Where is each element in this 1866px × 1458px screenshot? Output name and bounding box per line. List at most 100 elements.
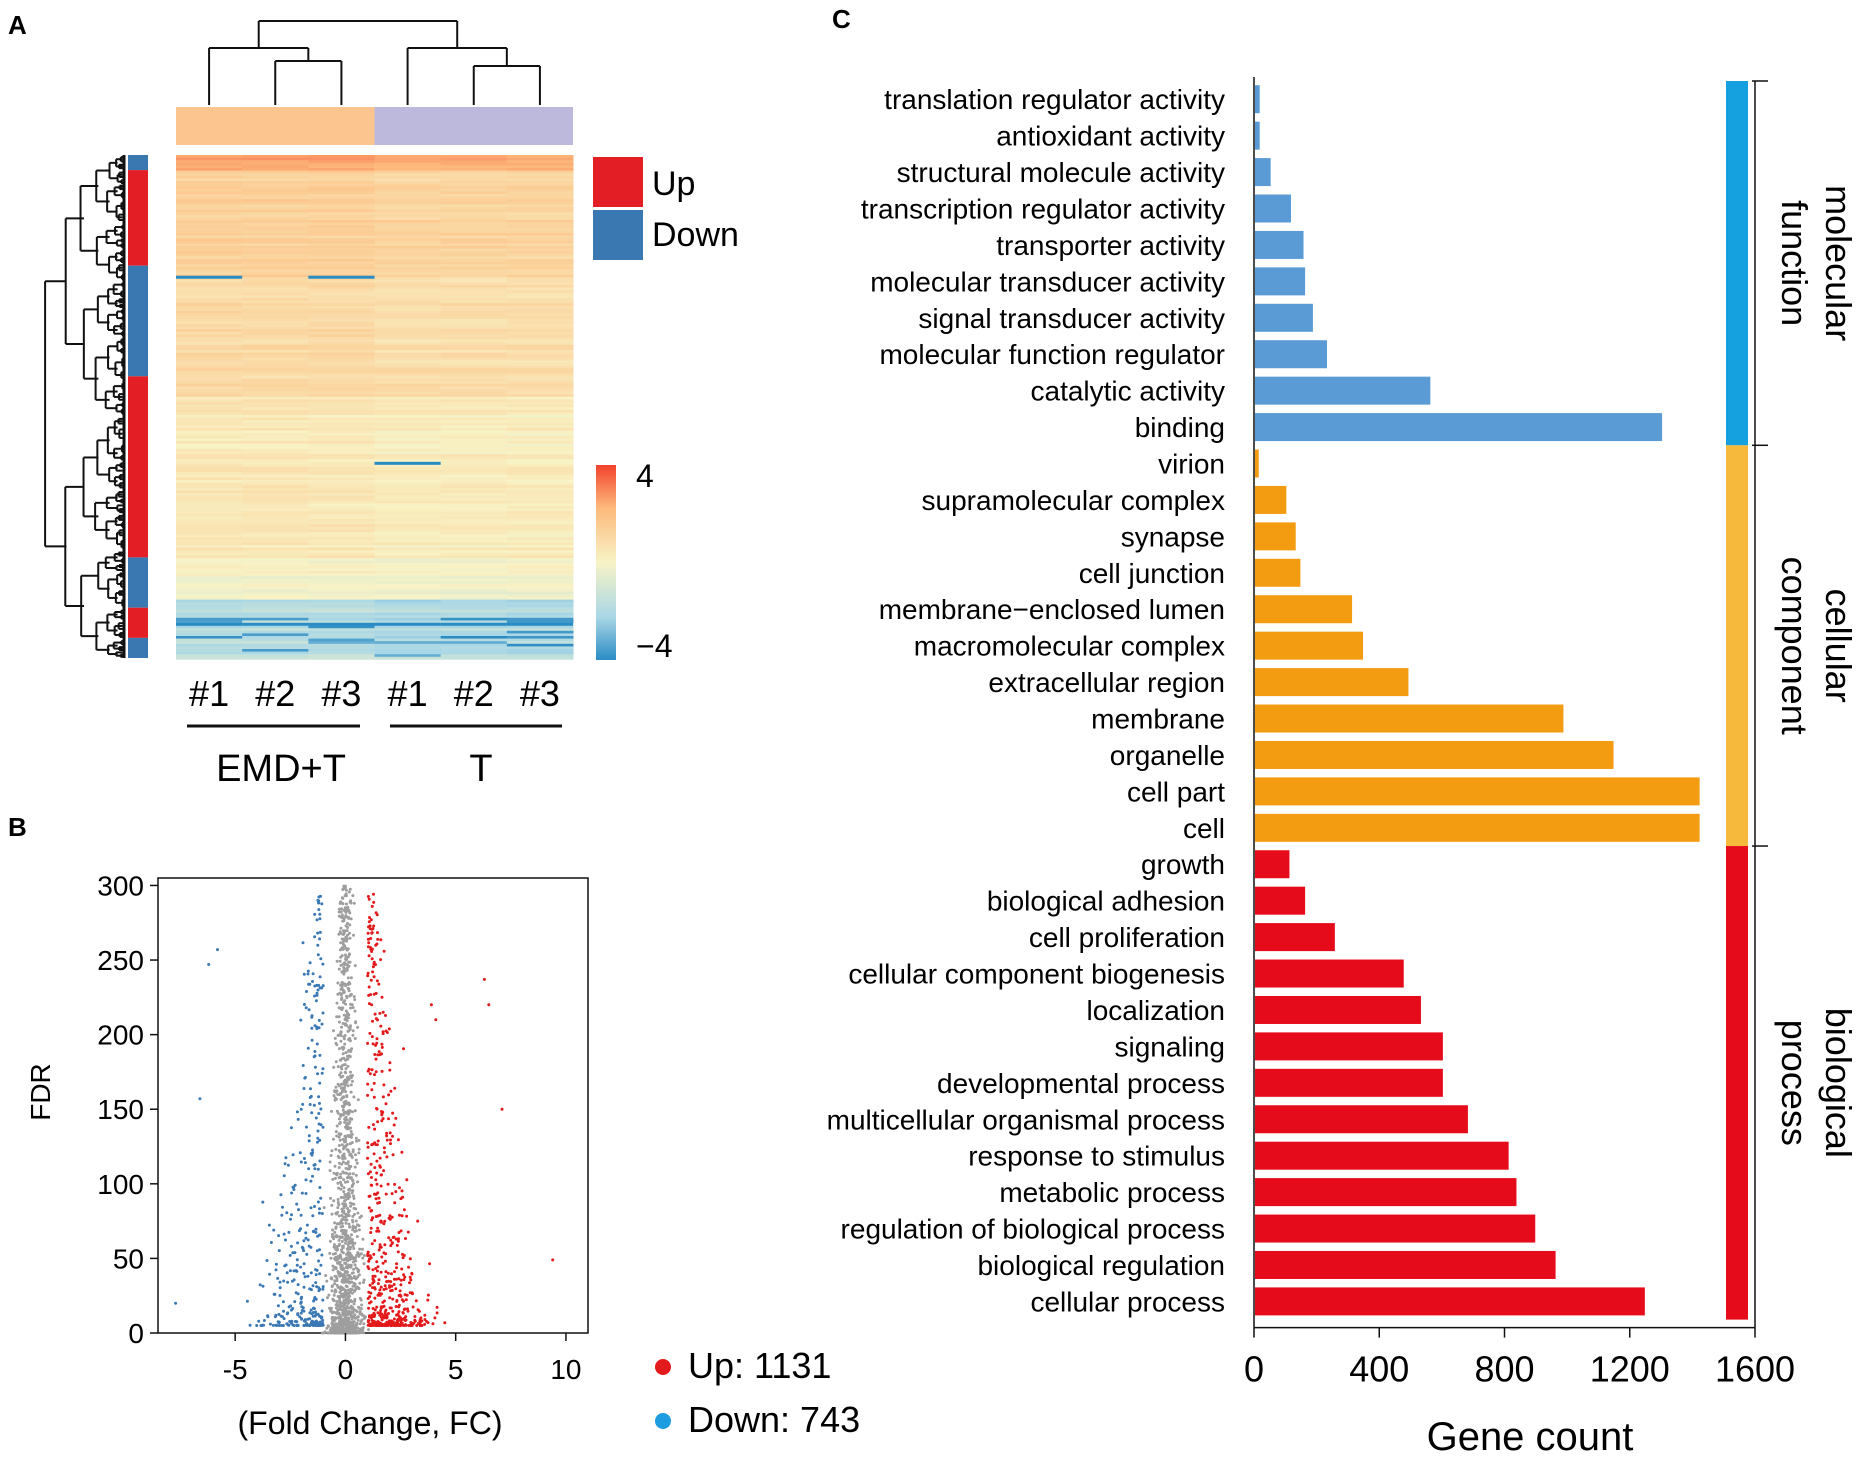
- volcano-point-down: [282, 1309, 285, 1313]
- volcano-point-ns: [345, 968, 349, 972]
- heatmap-cell: [176, 641, 243, 645]
- volcano-point-ns: [332, 1065, 336, 1069]
- volcano-point-up: [392, 1235, 396, 1239]
- volcano-point-down: [314, 1313, 318, 1317]
- heatmap-cell: [176, 191, 243, 195]
- heatmap-cell: [308, 482, 375, 486]
- heatmap-cell: [440, 295, 508, 299]
- heatmap-cell: [506, 300, 574, 304]
- volcano-point-up: [376, 1282, 380, 1286]
- heatmap-cell: [308, 532, 375, 535]
- volcano-point-down: [304, 1178, 308, 1182]
- heatmap-cell: [308, 490, 375, 494]
- heatmap-cell: [440, 329, 508, 333]
- volcano-point-down: [315, 993, 319, 997]
- volcano-point-ns: [343, 884, 347, 888]
- volcano-point-down: [286, 1280, 290, 1284]
- volcano-point-up: [403, 1293, 407, 1297]
- heatmap-cell: [308, 443, 375, 447]
- volcano-point-ns: [346, 1306, 350, 1310]
- heatmap-cell: [506, 404, 574, 408]
- heatmap-cell: [506, 175, 574, 179]
- heatmap-cell: [308, 378, 375, 382]
- volcano-point-up: [379, 1024, 383, 1028]
- volcano-point-up: [366, 937, 370, 941]
- heatmap-cell: [308, 355, 375, 359]
- volcano-point-down: [280, 1213, 284, 1217]
- heatmap-cell: [374, 246, 442, 249]
- volcano-point-up: [388, 1296, 392, 1300]
- heatmap-cell: [374, 347, 442, 351]
- heatmap-cell: [176, 586, 243, 590]
- heatmap-cell: [506, 266, 574, 270]
- heatmap-cell: [374, 428, 442, 431]
- volcano-point-down: [296, 1283, 300, 1287]
- heatmap-cell: [374, 357, 442, 361]
- heatmap-cell: [242, 295, 309, 299]
- volcano-point-ns: [343, 1042, 347, 1046]
- volcano-point-ns: [342, 1190, 346, 1194]
- volcano-point-ns: [349, 976, 353, 980]
- heatmap-cell: [440, 173, 508, 177]
- heatmap-cell: [440, 459, 508, 463]
- heatmap-cell: [242, 407, 309, 411]
- volcano-point-down: [281, 1300, 285, 1304]
- volcano-point-up: [398, 1186, 401, 1190]
- heatmap-cell: [440, 490, 508, 494]
- volcano-point-ns: [344, 1099, 348, 1103]
- volcano-point-up: [374, 1267, 378, 1270]
- volcano-point-up: [382, 1146, 386, 1150]
- heatmap-cell: [176, 542, 243, 546]
- heatmap-cell: [374, 467, 442, 470]
- heatmap-cell: [506, 604, 574, 608]
- volcano-point-ns: [344, 935, 348, 939]
- volcano-point-up: [374, 911, 378, 915]
- heatmap-cell: [176, 441, 243, 444]
- heatmap-cell: [440, 506, 508, 509]
- volcano-point-up: [374, 1197, 378, 1201]
- volcano-point-up: [387, 1093, 391, 1097]
- heatmap-cell: [242, 485, 309, 489]
- heatmap-cell: [506, 487, 574, 491]
- heatmap-cell: [440, 422, 508, 426]
- volcano-point-ns: [329, 1256, 333, 1260]
- heatmap-cell: [308, 511, 375, 515]
- heatmap-cell: [506, 599, 574, 603]
- volcano-point-up: [370, 1242, 374, 1246]
- heatmap-cell: [374, 233, 442, 236]
- volcano-point-ns: [346, 1326, 350, 1329]
- heatmap-cell: [308, 305, 375, 309]
- heatmap-cell: [242, 285, 309, 288]
- volcano-point-ns: [346, 986, 350, 990]
- heatmap-cell: [176, 526, 243, 530]
- volcano-point-down: [305, 1323, 309, 1327]
- heatmap-cell: [308, 279, 375, 283]
- heatmap-cell: [176, 334, 243, 338]
- heatmap-cell: [374, 363, 442, 366]
- heatmap-cell: [506, 157, 574, 161]
- volcano-point-ns: [347, 952, 351, 956]
- heatmap-cell: [440, 474, 508, 478]
- heatmap-cell: [440, 451, 508, 455]
- heatmap-cell: [308, 542, 375, 546]
- volcano-point-ns: [339, 1315, 343, 1319]
- volcano-point-down: [278, 1286, 282, 1290]
- volcano-point-up: [487, 1003, 491, 1007]
- heatmap-cell: [506, 256, 574, 260]
- heatmap-cell: [506, 222, 574, 226]
- heatmap-cell: [308, 612, 375, 616]
- volcano-point-up: [373, 1012, 377, 1016]
- volcano-point-down: [297, 1208, 300, 1212]
- volcano-point-up: [369, 946, 373, 950]
- volcano-point-up: [405, 1178, 409, 1182]
- heatmap-cell: [374, 498, 442, 502]
- volcano-point-up: [374, 1017, 378, 1021]
- heatmap-cell: [440, 318, 508, 322]
- heatmap-cell: [308, 537, 375, 541]
- heatmap-cell: [440, 303, 508, 307]
- volcano-point-down: [309, 1271, 313, 1275]
- volcano-point-ns: [354, 1136, 358, 1140]
- volcano-point-down: [308, 1103, 312, 1106]
- volcano-point-up: [384, 1270, 388, 1274]
- heatmap-cell: [242, 248, 309, 252]
